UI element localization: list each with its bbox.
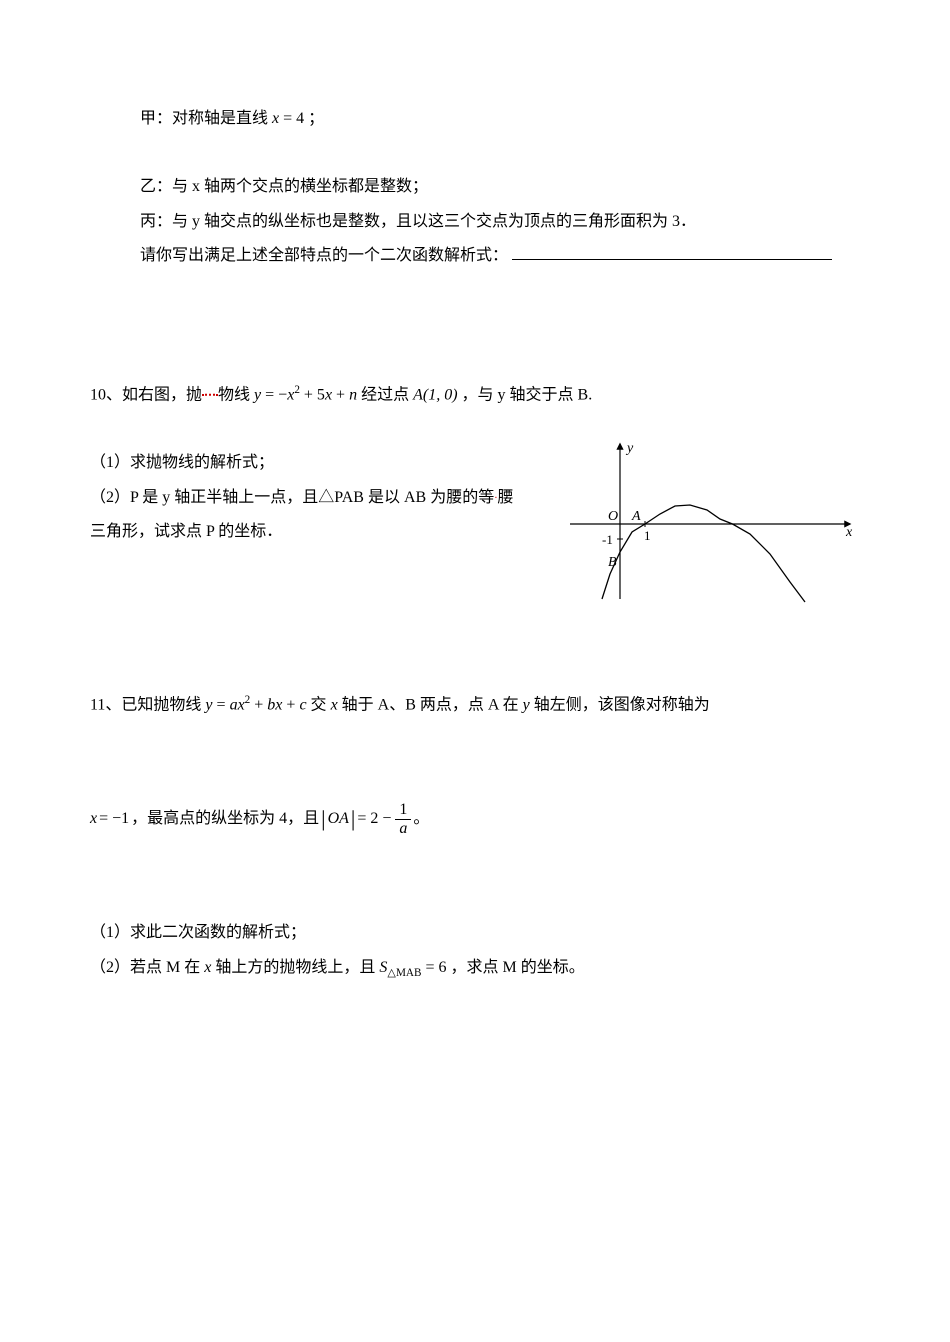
p10-eq-e: + — [332, 386, 349, 403]
p9-jia-text: 甲：对称轴是直线 — [140, 110, 268, 127]
p11-oa-eq: = 2 − — [357, 804, 391, 834]
fig-A-label: A — [631, 509, 641, 524]
p11-xline: x — [90, 804, 97, 834]
p11-sub2b: 轴上方的抛物线上，且 — [215, 959, 375, 976]
p10-tail1: ，与 y 轴交于点 B. — [462, 386, 593, 403]
p11-sub2-line: （2）若点 M 在 x 轴上方的抛物线上，且 S△MAB = 6 ，求点 M 的… — [90, 953, 860, 984]
fig-tick-1: 1 — [644, 528, 651, 543]
p11-comma: ，最高点的纵坐标为 4，且 — [131, 804, 319, 834]
p11-lead1: 11、已知抛物线 — [90, 696, 201, 713]
p9-jia-tail: ； — [308, 110, 324, 127]
p10-sub1: （1）求抛物线的解析式； — [90, 448, 544, 478]
p11-second-line: x = −1 ，最高点的纵坐标为 4，且 |OA| = 2 − 1 a 。 — [90, 798, 860, 840]
p10-sub2b: 腰 — [498, 489, 514, 506]
fig-O-label: O — [608, 509, 618, 524]
p10-eq-x2: x — [325, 386, 332, 403]
p10-sub2-line: （2）P 是 y 轴正半轴上一点，且△PAB 是以 AB 为腰的等·腰 — [90, 483, 544, 513]
p11-oa-close: | — [351, 798, 355, 840]
fig-x-label: x — [845, 525, 853, 540]
p10-lead: 10、如右图， — [90, 386, 186, 403]
p11-mid3: 轴左侧，该图像对称轴为 — [534, 696, 710, 713]
p11-yvar: y — [523, 696, 530, 713]
fig-B-label: B — [608, 555, 617, 570]
wavy-underline-icon — [202, 379, 218, 395]
p11-xline-eq: = −1 — [99, 804, 129, 834]
p11-sub2-x: x — [204, 959, 211, 976]
p11-mid1: 交 — [311, 696, 327, 713]
p9-blank — [512, 243, 832, 260]
p11-S-eq: = 6 — [421, 959, 446, 976]
p11-sub1: （1）求此二次函数的解析式； — [90, 918, 860, 948]
p10-pointA: A(1, 0) — [413, 386, 457, 403]
p9-jia-eq-x: x — [272, 110, 279, 127]
p10-mid2: 物线 — [218, 386, 250, 403]
p11-eq-a: ax — [230, 696, 245, 713]
p11-frac: 1 a — [395, 801, 411, 837]
p11-oa-var: OA — [328, 804, 349, 834]
p9-bing: 丙：与 y 轴交点的纵坐标也是整数，且以这三个交点为顶点的三角形面积为 3． — [90, 207, 860, 237]
p10-sub3: 三角形，试求点 P 的坐标． — [90, 517, 544, 547]
p9-jia-eq-rhs: = 4 — [283, 110, 304, 127]
p10-figure: y x O A 1 -1 B — [560, 434, 860, 615]
p11-eq-p2: + — [282, 696, 299, 713]
p11-xvar: x — [331, 696, 338, 713]
p11-eq-eq: = — [213, 696, 230, 713]
p10-eq-c: + 5 — [300, 386, 325, 403]
p11-frac-den: a — [395, 820, 411, 838]
p11-S-sub: △MAB — [387, 967, 421, 979]
p11-eq-b: bx — [267, 696, 282, 713]
p10-mid1: 抛 — [186, 386, 202, 403]
p11-frac-num: 1 — [395, 801, 411, 820]
p10-eq-a: = − — [265, 386, 287, 403]
p9-yi: 乙：与 x 轴两个交点的横坐标都是整数； — [90, 172, 860, 202]
p11-period: 。 — [413, 804, 429, 834]
p10-lead-line: 10、如右图，抛物线 y = −x2 + 5x + n 经过点 A(1, 0) … — [90, 380, 860, 411]
p11-lead-line: 11、已知抛物线 y = ax2 + bx + c 交 x 轴于 A、B 两点，… — [90, 690, 860, 721]
fig-y-label: y — [625, 441, 634, 456]
p11-eq-c: c — [299, 696, 306, 713]
p10-eq-n: n — [349, 386, 357, 403]
p9-jia: 甲：对称轴是直线 x = 4 ； — [90, 104, 860, 134]
p11-oa-open: | — [321, 798, 325, 840]
p11-eq-p1: + — [250, 696, 267, 713]
fig-tick-m1: -1 — [602, 532, 613, 547]
p10-eq-y: y — [254, 386, 261, 403]
p10-mid3: 经过点 — [361, 386, 409, 403]
p9-ask-text: 请你写出满足上述全部特点的一个二次函数解析式： — [140, 247, 508, 264]
p11-mid2: 轴于 A、B 两点，点 A 在 — [342, 696, 519, 713]
p11-sub2a: （2）若点 M 在 — [90, 959, 200, 976]
p11-sub2c: ，求点 M 的坐标。 — [450, 959, 584, 976]
p11-eq-y: y — [205, 696, 212, 713]
p9-ask: 请你写出满足上述全部特点的一个二次函数解析式： — [90, 241, 860, 271]
p10-sub2: （2）P 是 y 轴正半轴上一点，且△PAB 是以 AB 为腰的等 — [90, 489, 494, 506]
